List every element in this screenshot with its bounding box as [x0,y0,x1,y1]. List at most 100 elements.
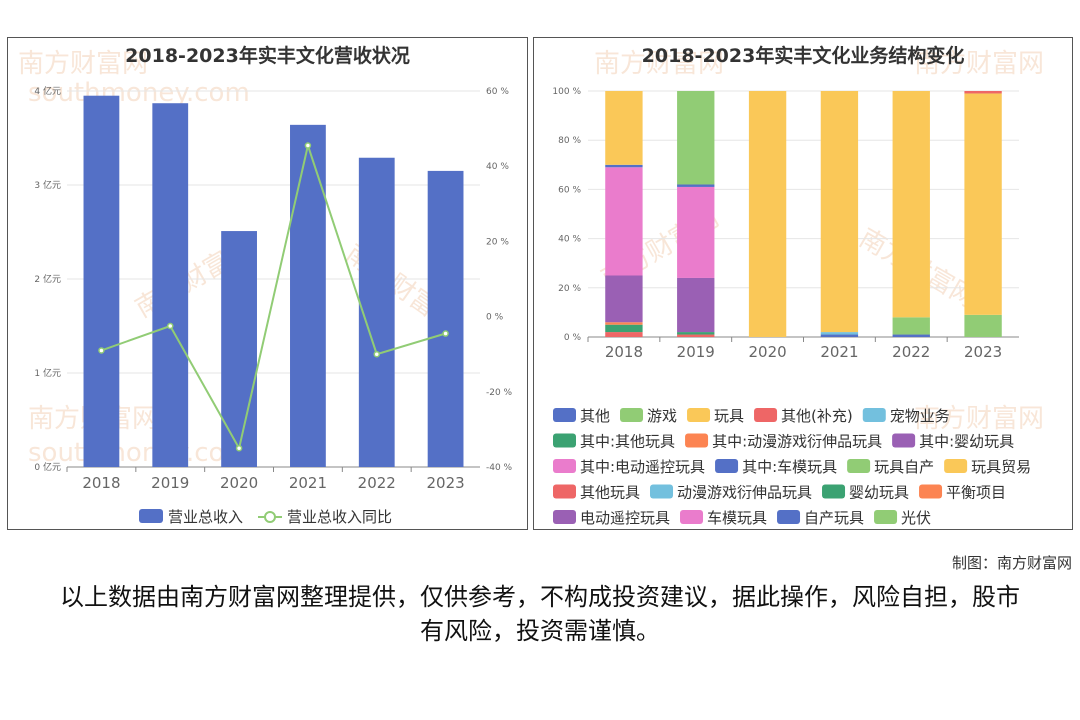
x-tick-label: 2021 [820,343,858,361]
revenue-chart: 0 亿元 1 亿元 2 亿元 3 亿元 4 亿元 -40 % -20 % 0 % 20 % 40 … [34,85,513,526]
x-tick-label: 2021 [289,474,327,492]
x-tick-label: 2020 [220,474,258,492]
legend-swatch [553,484,576,499]
legend-swatch [874,510,898,524]
stack-segment [605,164,643,168]
structure-chart-panel: 南方财富网 南方财富网 南方财富网 南方财富网 南方财富网 0 %20 %40 … [533,37,1073,530]
legend-label: 光伏 [901,509,931,527]
y-tick-label: 40 % [558,235,581,245]
legend-label: 玩具 [714,407,744,425]
legend-swatch [553,510,576,524]
legend-label: 游戏 [647,407,677,425]
y-left-tick-label: 3 亿元 [34,179,61,191]
legend-swatch [777,510,801,524]
legend-swatch [944,459,968,473]
revenue-chart-title: 2018-2023年实丰文化营收状况 [125,45,410,67]
legend-label: 其中:电动遥控玩具 [580,458,705,476]
legend-line-label: 营业总收入同比 [287,508,392,526]
stack-segment [605,275,643,323]
legend-label: 其中:车模玩具 [742,458,837,476]
x-tick-label: 2018 [605,343,643,361]
legend-swatch [620,408,644,422]
revenue-bar [83,95,120,467]
stack-segment [892,317,930,335]
legend-label: 电动遥控玩具 [580,509,670,527]
legend-swatch [685,433,709,448]
legend-label: 自产玩具 [804,509,864,527]
legend-label: 车模玩具 [707,509,767,527]
stack-segment [677,332,715,335]
stack-segment [892,334,930,337]
revenue-chart-panel: 南方财富网 southmoney.com 南方财富网 南方财富网 南方财富网 s… [7,37,528,530]
legend-label: 婴幼玩具 [849,484,909,502]
revenue-bar [358,157,395,467]
stack-segment [677,186,715,278]
stack-segment [605,322,643,325]
stack-segment [605,91,643,165]
legend-label: 玩具贸易 [971,458,1031,476]
x-tick-label: 2019 [151,474,189,492]
stack-segment [677,334,715,337]
revenue-bar [221,231,257,467]
legend-label: 其中:动漫游戏衍伸品玩具 [712,433,882,451]
x-tick-label: 2020 [748,343,786,361]
y-tick-label: 80 % [558,136,581,146]
legend-label: 其他(补充) [781,407,853,425]
y-right-tick-label: 60 % [486,87,509,97]
y-left-tick-label: 4 亿元 [34,85,61,97]
stack-segment [892,91,930,318]
stack-segment [605,324,643,333]
y-left-tick-label: 2 亿元 [34,273,61,285]
stack-segment [605,167,643,276]
y-left-tick-label: 0 亿元 [34,461,61,473]
yoy-point [304,142,312,149]
y-right-tick-label: 20 % [486,237,509,247]
x-tick-label: 2022 [358,474,396,492]
y-tick-label: 60 % [558,185,581,195]
y-tick-label: 100 % [552,87,581,97]
stack-segment [820,332,859,335]
y-right-tick-label: 0 % [486,313,504,323]
revenue-bar [290,124,326,467]
stack-segment [820,91,859,333]
stack-segment [820,334,859,337]
y-right-tick-label: 40 % [486,162,509,172]
yoy-point [167,322,174,330]
legend-swatch [847,459,871,473]
y-right-tick-label: -40 % [486,463,513,473]
legend-swatch [892,433,916,448]
revenue-bar [152,103,189,467]
legend-line-marker [264,511,276,523]
legend-bar-swatch [139,509,163,523]
legend-label: 其中:其他玩具 [580,433,675,451]
legend-swatch [822,484,846,499]
yoy-point [98,347,105,354]
legend-swatch [715,459,739,473]
y-right-tick-label: -20 % [486,388,513,398]
yoy-line [101,141,446,451]
yoy-point [442,330,449,337]
legend-bar-label: 营业总收入 [168,508,243,526]
stack-segment [677,184,715,187]
y-tick-label: 20 % [558,284,581,294]
x-tick-label: 2023 [426,474,464,492]
yoy-point [235,444,243,452]
stack-segment [964,314,1002,337]
legend-swatch [650,484,674,499]
structure-chart: 0 % 20 % 40 % 60 % 80 % 100 % 2018 2019 2020 2021… [552,87,1031,527]
x-tick-label: 2022 [892,343,930,361]
stack-segment [677,277,715,333]
stack-segment [748,91,787,337]
revenue-bar [427,170,464,467]
legend-label: 其他玩具 [580,484,640,502]
stack-segment [964,93,1002,315]
legend-label: 动漫游戏衍伸品玩具 [677,484,812,502]
y-tick-label: 0 % [564,333,582,343]
stack-segment [605,332,643,337]
legend-swatch [862,408,886,422]
stack-segment [964,91,1002,94]
legend-label: 宠物业务 [890,407,950,425]
legend-label: 平衡项目 [946,484,1006,502]
legend-swatch [553,408,576,422]
legend-label: 玩具自产 [874,458,934,476]
